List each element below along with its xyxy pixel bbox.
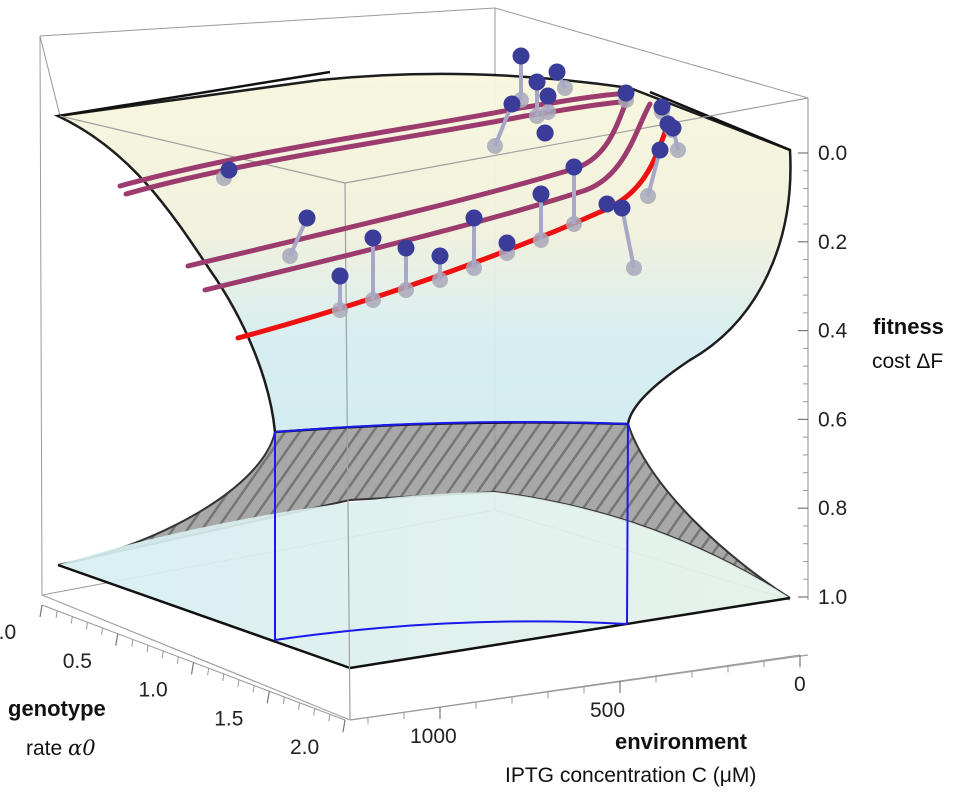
data-point [532, 185, 550, 203]
model-curve-1 [117, 91, 621, 189]
genotype-minor-tick [237, 679, 240, 687]
data-point [364, 229, 382, 247]
genotype-minor-tick [131, 639, 134, 647]
genotype-minor-tick [146, 645, 149, 653]
genotype-tick-label: 1.5 [214, 707, 243, 730]
genotype-minor-tick [222, 673, 225, 682]
genotype-tick [39, 604, 43, 618]
genotype-tick-label: 1.0 [139, 679, 168, 702]
genotype-minor-tick [328, 714, 331, 722]
data-point [503, 95, 521, 113]
model-curve-3 [185, 89, 633, 269]
genotype-minor-tick [176, 656, 179, 664]
genotype-axis-title: genotype [8, 696, 106, 721]
environment-axis-subtitle: IPTG concentration C (μM) [505, 764, 756, 787]
fitness-tick-label: 0.8 [818, 497, 847, 520]
fitness-axis: 0.0 0.2 0.4 0.6 0.8 1.0 [798, 142, 848, 609]
data-point [613, 199, 631, 217]
genotype-minor-tick [282, 696, 285, 705]
genotype-tick-label: 2.0 [290, 736, 319, 759]
data-point [653, 98, 671, 116]
data-point [598, 195, 616, 213]
fitness-axis-title: fitness [873, 314, 944, 339]
genotype-minor-tick [101, 627, 104, 636]
genotype-tick-label: 0.5 [63, 650, 92, 673]
environment-tick-label: 1000 [410, 725, 457, 748]
environment-tick-label: 0 [794, 673, 806, 696]
data-point [617, 84, 635, 102]
data-point [536, 124, 554, 142]
genotype-axis-subtitle: rate α0 [26, 736, 96, 760]
data-point [651, 141, 669, 159]
data-point [548, 63, 566, 81]
surface-right-edge [649, 90, 791, 152]
environment-axis-line [349, 654, 801, 721]
data-point [565, 158, 583, 176]
fitness-tick-label: 0.0 [818, 142, 847, 165]
data-point [220, 161, 238, 179]
data-point [528, 73, 546, 91]
data-point [512, 47, 530, 65]
data-point [397, 239, 415, 257]
genotype-axis: 0.0 0.5 1.0 1.5 2.0 [0, 604, 346, 759]
genotype-minor-tick [85, 622, 88, 630]
cut-boundary [274, 421, 629, 641]
genotype-minor-tick [70, 616, 73, 624]
genotype-subtitle-symbol: α0 [68, 736, 96, 760]
genotype-subtitle-text: rate [26, 737, 68, 760]
data-point [465, 209, 483, 227]
genotype-minor-tick [55, 610, 58, 618]
data-point [498, 234, 516, 252]
genotype-tick [266, 691, 270, 704]
data-point [298, 209, 316, 227]
fitness-tick-label: 1.0 [818, 586, 847, 609]
fitness-tick-label: 0.6 [818, 408, 847, 431]
floor-outline [57, 563, 791, 670]
genotype-tick [190, 662, 195, 675]
genotype-minor-tick [161, 650, 164, 659]
data-points [220, 47, 682, 285]
environment-axis-title: environment [615, 729, 748, 754]
environment-tick-label: 500 [590, 699, 625, 722]
data-point [331, 267, 349, 285]
data-point [539, 87, 557, 105]
fitness-tick-label: 0.4 [818, 320, 848, 343]
genotype-minor-tick [252, 685, 255, 693]
point-stem [620, 207, 636, 269]
fitness-tick-label: 0.2 [818, 231, 847, 254]
genotype-minor-tick [313, 708, 316, 716]
data-point [664, 119, 682, 137]
environment-axis: 0 500 1000 [349, 654, 806, 748]
genotype-tick [342, 719, 346, 733]
genotype-minor-tick [298, 702, 301, 710]
data-point [431, 247, 449, 265]
floor-plane [58, 492, 790, 668]
genotype-tick-label: 0.0 [0, 621, 16, 644]
fitness-axis-subtitle: cost ΔF [872, 350, 943, 373]
genotype-minor-tick [207, 668, 210, 676]
model-curve-4 [202, 101, 653, 293]
surface-top-edge [57, 70, 331, 118]
genotype-tick [115, 633, 119, 646]
